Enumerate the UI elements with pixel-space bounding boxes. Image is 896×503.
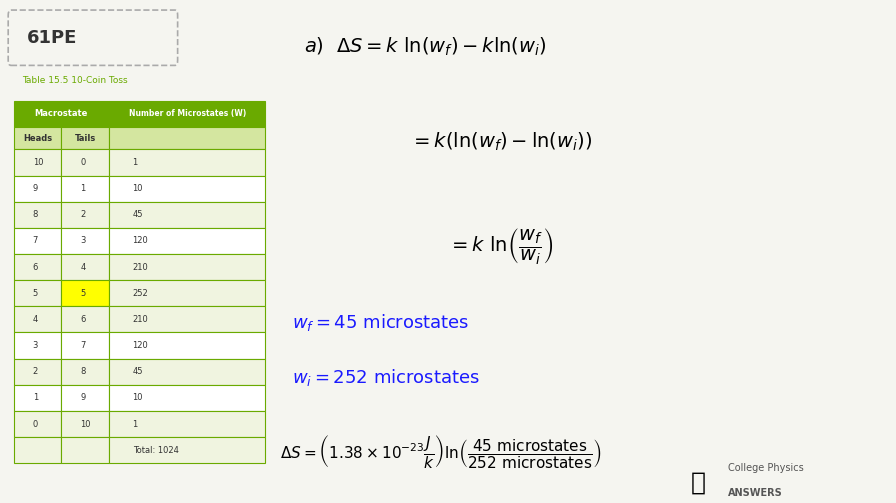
Text: 210: 210 — [133, 315, 149, 324]
Bar — [62, 411, 109, 437]
Text: 1: 1 — [133, 420, 138, 429]
Bar — [13, 127, 62, 149]
Bar — [13, 411, 62, 437]
Text: 1: 1 — [133, 158, 138, 167]
Bar — [13, 228, 62, 254]
Bar — [13, 176, 62, 202]
Text: Table 15.5 10-Coin Toss: Table 15.5 10-Coin Toss — [22, 76, 127, 85]
Text: 2: 2 — [81, 210, 86, 219]
Text: 10: 10 — [81, 420, 91, 429]
Bar — [109, 127, 265, 149]
Text: Macrostate: Macrostate — [35, 109, 88, 118]
Bar — [62, 385, 109, 411]
Bar — [109, 306, 265, 332]
Bar — [13, 437, 62, 463]
Bar — [62, 127, 109, 149]
Bar — [62, 359, 109, 385]
Bar — [109, 411, 265, 437]
Text: Heads: Heads — [23, 134, 52, 142]
Bar — [13, 202, 62, 228]
Text: 0: 0 — [81, 158, 86, 167]
Text: $= k \left( \ln(w_f) - \ln(w_i) \right)$: $= k \left( \ln(w_f) - \ln(w_i) \right)$ — [410, 131, 592, 153]
Text: 120: 120 — [133, 236, 149, 245]
Text: $w_f = 45 \ \mathrm{microstates}$: $w_f = 45 \ \mathrm{microstates}$ — [292, 312, 470, 333]
Bar — [109, 437, 265, 463]
Text: 210: 210 — [133, 263, 149, 272]
Text: $\Delta S = \left(1.38 \times 10^{-23} \dfrac{J}{k}\right) \ln\!\left(\dfrac{45 : $\Delta S = \left(1.38 \times 10^{-23} \… — [280, 433, 601, 470]
Text: Tails: Tails — [74, 134, 96, 142]
Text: 5: 5 — [81, 289, 86, 298]
Text: 120: 120 — [133, 341, 149, 350]
Bar — [13, 332, 62, 359]
Bar — [13, 280, 62, 306]
Bar — [62, 228, 109, 254]
Bar — [109, 149, 265, 176]
Text: Number of Microstates (W): Number of Microstates (W) — [128, 109, 246, 118]
Bar — [109, 359, 265, 385]
Text: 4: 4 — [81, 263, 86, 272]
Text: 10: 10 — [133, 393, 143, 402]
Text: 9: 9 — [81, 393, 86, 402]
Text: 6: 6 — [81, 315, 86, 324]
Text: 7: 7 — [81, 341, 86, 350]
Bar — [109, 254, 265, 280]
Text: 8: 8 — [81, 367, 86, 376]
FancyBboxPatch shape — [8, 10, 177, 65]
Text: 2: 2 — [33, 367, 38, 376]
Bar — [13, 101, 109, 127]
Text: 9: 9 — [33, 184, 38, 193]
Text: 10: 10 — [33, 158, 43, 167]
Text: 252: 252 — [133, 289, 149, 298]
Text: $w_i = 252 \ \mathrm{microstates}$: $w_i = 252 \ \mathrm{microstates}$ — [292, 367, 480, 388]
Bar — [62, 280, 109, 306]
Bar — [62, 306, 109, 332]
Bar — [62, 332, 109, 359]
Text: 7: 7 — [33, 236, 39, 245]
Bar — [62, 437, 109, 463]
Bar — [13, 254, 62, 280]
Text: $a) \ \ \Delta S = k \ \ln(w_f) - k\ln(w_i)$: $a) \ \ \Delta S = k \ \ln(w_f) - k\ln(w… — [305, 35, 547, 57]
Text: 8: 8 — [33, 210, 39, 219]
Bar — [109, 101, 265, 127]
Bar — [109, 202, 265, 228]
Text: 3: 3 — [33, 341, 39, 350]
Bar — [109, 176, 265, 202]
Bar — [62, 202, 109, 228]
Text: 3: 3 — [81, 236, 86, 245]
Bar — [13, 306, 62, 332]
Bar — [109, 280, 265, 306]
Bar — [62, 176, 109, 202]
Text: ANSWERS: ANSWERS — [728, 488, 782, 498]
Text: 1: 1 — [81, 184, 86, 193]
Bar — [109, 228, 265, 254]
Text: 45: 45 — [133, 210, 143, 219]
Bar — [13, 359, 62, 385]
Text: 🎓: 🎓 — [691, 470, 705, 494]
Text: College Physics: College Physics — [728, 463, 804, 473]
Text: 0: 0 — [33, 420, 38, 429]
Text: 6: 6 — [33, 263, 39, 272]
Text: 5: 5 — [33, 289, 38, 298]
Bar — [109, 332, 265, 359]
Bar — [109, 385, 265, 411]
Text: 61PE: 61PE — [28, 29, 78, 47]
Bar — [62, 254, 109, 280]
Text: 10: 10 — [133, 184, 143, 193]
Text: Total: 1024: Total: 1024 — [133, 446, 178, 455]
Text: 4: 4 — [33, 315, 38, 324]
Bar — [13, 385, 62, 411]
Text: 1: 1 — [33, 393, 38, 402]
Bar — [13, 149, 62, 176]
Text: 45: 45 — [133, 367, 143, 376]
Bar — [62, 149, 109, 176]
Text: $= k \ \ln\!\left(\dfrac{w_f}{w_i}\right)$: $= k \ \ln\!\left(\dfrac{w_f}{w_i}\right… — [448, 226, 553, 267]
